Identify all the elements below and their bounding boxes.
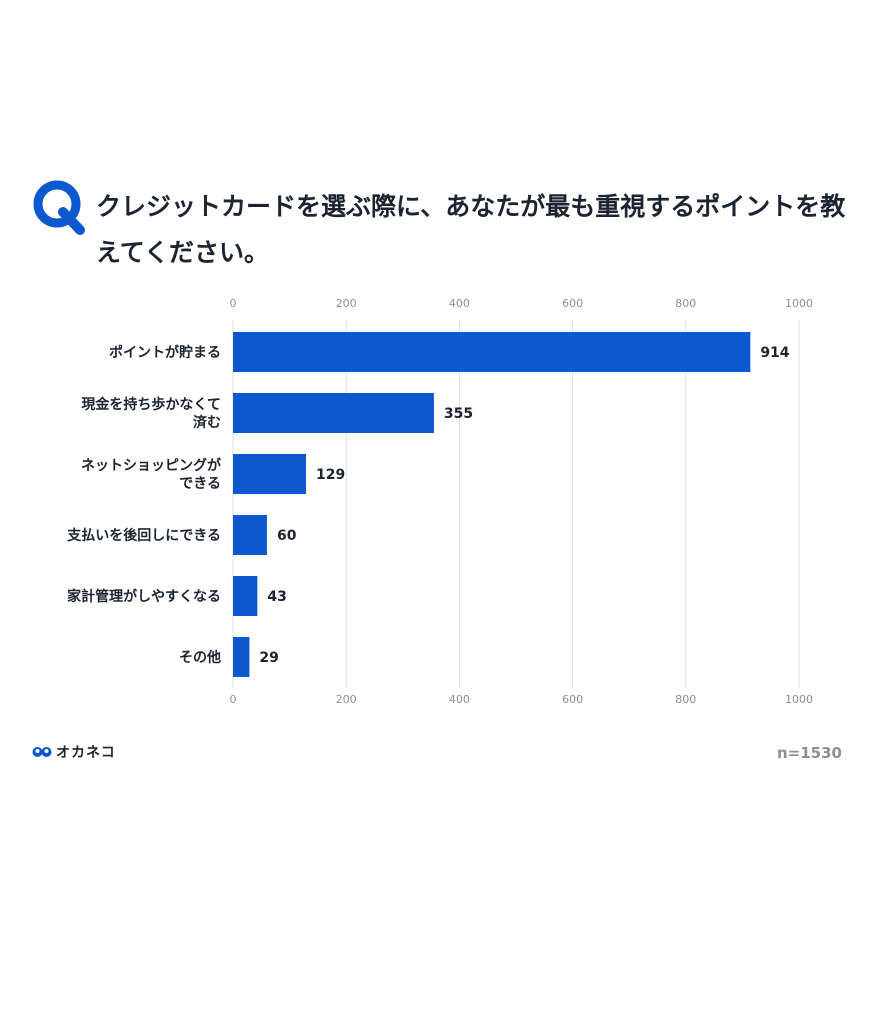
category-label: その他	[179, 649, 221, 666]
bar	[233, 393, 434, 433]
q-badge-icon	[33, 180, 85, 235]
category-label: 済む	[193, 414, 221, 431]
category-label: ポイントが貯まる	[109, 344, 221, 361]
bar-value-label: 60	[277, 528, 297, 544]
bar	[233, 576, 258, 616]
bar-value-label: 129	[316, 467, 345, 483]
category-label: ネットショッピングが	[81, 457, 222, 474]
x-tick-label-top: 400	[449, 297, 470, 310]
category-label: できる	[179, 476, 221, 492]
bar	[233, 454, 307, 494]
logo-mark-icon	[32, 747, 52, 757]
brand-logo: オカネコ	[32, 742, 116, 762]
category-label: 家計管理がしやすくなる	[67, 588, 221, 605]
x-tick-label-top: 1000	[785, 297, 813, 310]
x-tick-label-bottom: 200	[336, 693, 357, 706]
bar	[233, 637, 250, 677]
bar	[233, 332, 751, 372]
category-label: 現金を持ち歩かなくて	[81, 396, 221, 413]
bar-value-label: 914	[760, 345, 789, 361]
x-tick-label-bottom: 400	[449, 693, 470, 706]
x-tick-label-top: 600	[562, 297, 583, 310]
x-tick-label-top: 800	[675, 297, 696, 310]
x-tick-label-bottom: 1000	[785, 693, 813, 706]
x-tick-label-bottom: 0	[230, 693, 237, 706]
bar	[233, 515, 267, 555]
x-tick-label-bottom: 800	[675, 693, 696, 706]
bar-value-label: 29	[259, 650, 278, 666]
bar-value-label: 355	[444, 406, 473, 422]
bar-chart: 0 0 200 200 400 400 600 600 800 800 1000 1000 914 ポイン…	[66, 297, 813, 706]
brand-logo-text: オカネコ	[56, 745, 116, 761]
x-tick-label-top: 200	[336, 297, 357, 310]
category-label: 支払いを後回しにできる	[66, 527, 221, 544]
sample-size-label: n=1530	[777, 744, 842, 762]
bar-value-label: 43	[267, 589, 286, 605]
question-title: クレジットカードを選ぶ際に、あなたが最も重視するポイントを教えてください。	[96, 192, 846, 267]
x-tick-label-bottom: 600	[562, 693, 583, 706]
x-tick-label-top: 0	[230, 297, 237, 310]
